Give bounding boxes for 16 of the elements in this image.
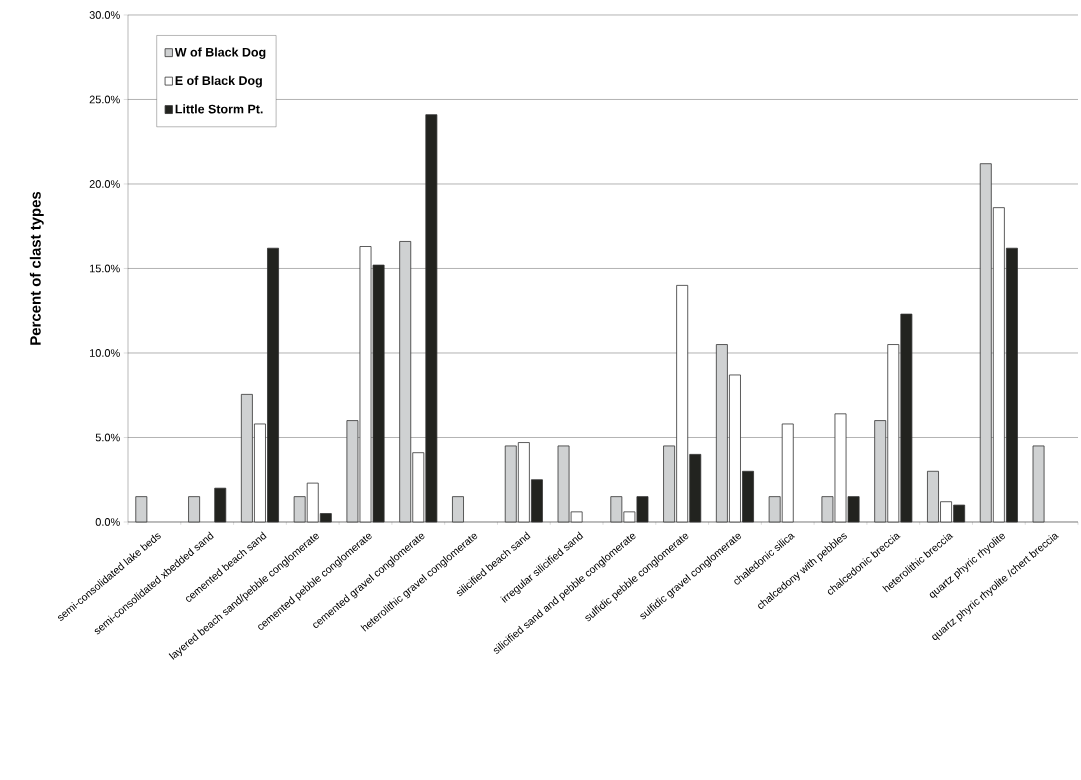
bar (1032, 445, 1045, 523)
bar (188, 496, 201, 523)
y-tick-label: 0.0% (95, 518, 120, 526)
y-tick-label: 10.0% (89, 349, 120, 357)
y-tick-label: 15.0% (89, 264, 120, 273)
y-tick-label: 25.0% (89, 95, 120, 104)
legend-label: W of Black Dog (174, 47, 266, 60)
bar (452, 496, 464, 523)
y-tick-label: 30.0% (89, 11, 120, 19)
y-tick-label: 5.0% (95, 433, 120, 442)
y-tick-label: 20.0% (89, 180, 120, 188)
y-axis-title: Percent of clast types (29, 191, 44, 345)
bar (214, 487, 227, 523)
legend-label: E of Black Dog (175, 75, 262, 88)
legend-label: Little Storm Pt. (175, 104, 263, 114)
bar (135, 496, 148, 523)
